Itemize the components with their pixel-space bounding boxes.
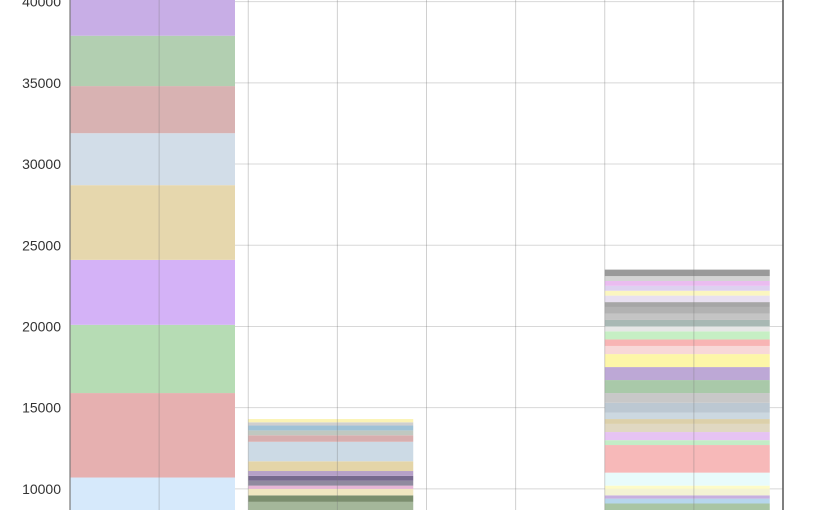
bar-segment [604, 276, 770, 281]
bar-segment [604, 313, 770, 320]
bar-segment [248, 501, 414, 510]
bar-segment [604, 440, 770, 446]
y-tick-label: 20000 [22, 318, 61, 334]
bar-segment [604, 412, 770, 420]
y-tick-label: 40000 [22, 0, 61, 10]
bar-segment [604, 345, 770, 355]
bar-segment [604, 472, 770, 486]
y-axis-tick-labels: 10000 15000 20000 25000 30000 35000 40000 [22, 0, 61, 497]
bar-segment [248, 422, 414, 426]
bar-segment [604, 331, 770, 340]
bar-segment [604, 488, 770, 496]
bar-segment [70, 133, 235, 186]
bar-segment [604, 367, 770, 381]
bar-segment [604, 280, 770, 286]
bar-segment [70, 477, 235, 510]
bar-segment [604, 295, 770, 303]
bar-segment [604, 503, 770, 510]
bar-segment [604, 339, 770, 346]
bar-segment [604, 354, 770, 368]
y-tick-label: 30000 [22, 156, 61, 172]
bar-segment [248, 471, 414, 476]
vertical-grid [69, 0, 784, 510]
bar-segment [248, 488, 414, 496]
bar-segment [604, 423, 770, 433]
bar-segment [604, 380, 770, 394]
bar-segment [604, 498, 770, 504]
bar-segment [604, 302, 770, 307]
bar-segment [248, 485, 414, 489]
bar-segment [70, 86, 235, 134]
bar-segment [70, 393, 235, 478]
bar-segment [70, 35, 235, 87]
y-tick-label: 35000 [22, 75, 61, 91]
bar-segment [604, 445, 770, 473]
bar-segment [248, 480, 414, 486]
bar-segment [604, 485, 770, 489]
bar-segment [248, 475, 414, 481]
bar-segment [604, 319, 770, 327]
bar-segment [604, 306, 770, 314]
bar-segment [248, 461, 414, 472]
bar-segment [70, 185, 235, 260]
bar-segment [604, 290, 770, 296]
bar-1 [70, 0, 235, 510]
bar-segment [604, 495, 770, 499]
bar-segment [604, 285, 770, 291]
y-tick-label: 15000 [22, 400, 61, 416]
bar-segment [604, 326, 770, 332]
bar-segment [248, 430, 414, 436]
bar-segment [70, 259, 235, 325]
bar-segment [248, 435, 414, 442]
bar-segment [604, 419, 770, 424]
bars [70, 0, 770, 510]
bar-2 [248, 419, 414, 510]
bar-segment [70, 0, 235, 36]
bar-segment [248, 425, 414, 431]
bar-segment [248, 419, 414, 423]
bar-4 [604, 269, 770, 510]
bar-segment [604, 432, 770, 441]
bar-segment [248, 441, 414, 462]
y-tick-label: 10000 [22, 481, 61, 497]
bar-segment [248, 495, 414, 502]
y-tick-label: 25000 [22, 237, 61, 253]
bar-segment [604, 393, 770, 403]
bar-segment [604, 269, 770, 277]
bar-segment [70, 324, 235, 394]
bar-segment [604, 402, 770, 413]
